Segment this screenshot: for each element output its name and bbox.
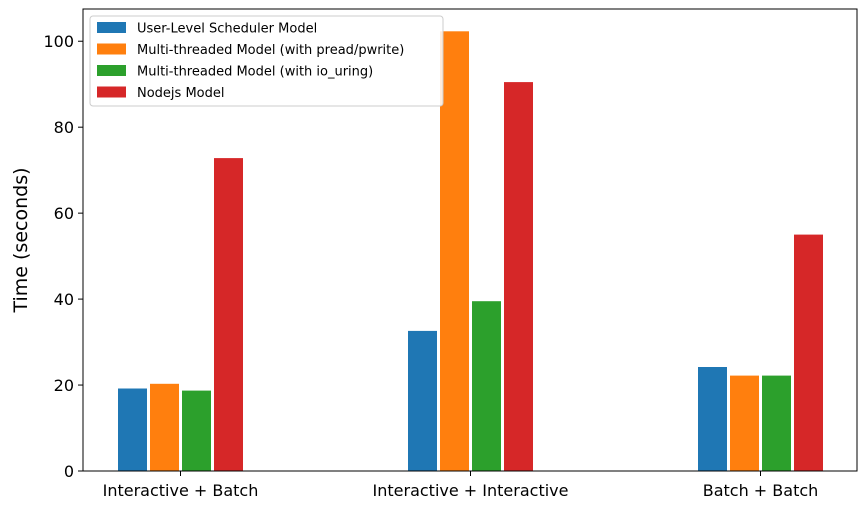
- bar-series-3-category-1: [182, 390, 211, 471]
- bar-series-2-category-2: [440, 31, 469, 472]
- bar-series-1-category-3: [698, 367, 727, 471]
- bar-series-1-category-1: [118, 388, 147, 471]
- legend-swatch: [97, 22, 126, 33]
- x-tick-label: Interactive + Interactive: [373, 481, 569, 500]
- bar-series-4-category-1: [214, 158, 243, 471]
- y-axis-label: Time (seconds): [10, 167, 32, 313]
- y-tick-label: 40: [54, 290, 74, 309]
- legend-label: User-Level Scheduler Model: [137, 22, 317, 37]
- legend-swatch: [97, 86, 126, 98]
- bar-series-2-category-1: [150, 383, 179, 471]
- bar-series-3-category-3: [762, 375, 791, 471]
- bar-series-1-category-2: [408, 330, 437, 471]
- x-axis: Interactive + Batch Interactive + Interac…: [103, 471, 819, 500]
- x-tick-label: Interactive + Batch: [103, 481, 259, 500]
- y-axis: 0 20 40 60 80 100: [43, 32, 83, 481]
- bar-series-4-category-2: [504, 82, 533, 471]
- legend-swatch: [97, 65, 126, 76]
- legend-swatch: [97, 43, 126, 55]
- y-tick-label: 0: [64, 462, 74, 481]
- legend-label: Multi-threaded Model (with io_uring): [137, 65, 373, 80]
- bar-series-2-category-3: [730, 375, 759, 471]
- x-tick-label: Batch + Batch: [703, 481, 819, 500]
- bars-group: [118, 31, 823, 472]
- legend-label: Multi-threaded Model (with pread/pwrite): [137, 43, 404, 58]
- legend-box: [89, 15, 444, 107]
- bar-series-4-category-3: [794, 234, 823, 471]
- y-tick-label: 20: [54, 376, 74, 395]
- legend-label: Nodejs Model: [137, 86, 224, 101]
- legend: User-Level Scheduler Model Multi-threaded…: [89, 15, 444, 107]
- y-tick-label: 80: [54, 118, 74, 137]
- bar-series-3-category-2: [472, 301, 501, 471]
- y-tick-label: 60: [54, 204, 74, 223]
- y-tick-label: 100: [43, 32, 74, 51]
